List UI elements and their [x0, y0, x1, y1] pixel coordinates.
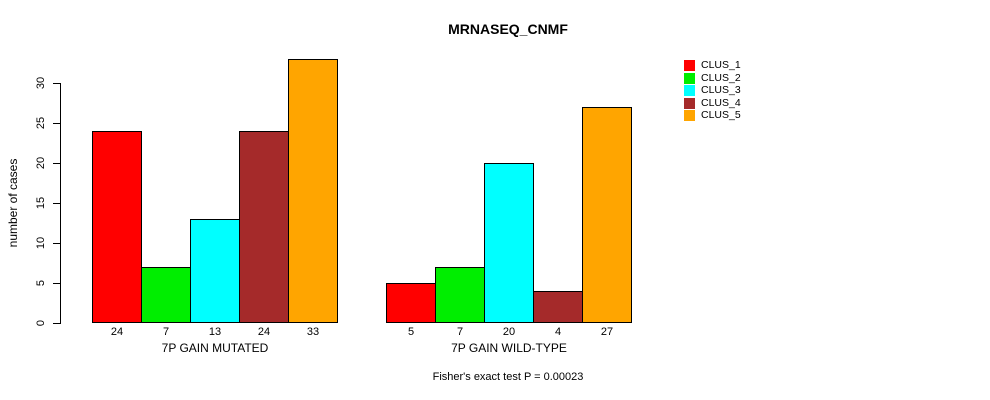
y-tick-label: 20 [35, 156, 47, 170]
bar-value-label: 20 [502, 326, 516, 338]
y-axis-line [60, 83, 61, 324]
y-axis-tick [53, 123, 60, 124]
legend-item-clus_3: CLUS_3 [684, 84, 741, 97]
legend-swatch [684, 110, 695, 122]
bar-clus_3 [484, 163, 534, 323]
bar-clus_3 [190, 219, 240, 323]
y-axis-tick [53, 163, 60, 164]
legend-label: CLUS_4 [701, 96, 741, 109]
legend: CLUS_1 CLUS_2 CLUS_3 CLUS_4 CLUS_5 [684, 60, 741, 122]
y-tick-label: 5 [35, 279, 47, 287]
y-axis-title: number of cases [6, 158, 20, 248]
legend-item-clus_1: CLUS_1 [684, 60, 741, 71]
y-axis-tick [53, 203, 60, 204]
bar-value-label: 13 [208, 326, 222, 338]
bar-clus_5 [582, 107, 632, 323]
bar-clus_4 [533, 291, 583, 323]
legend-swatch [684, 72, 695, 84]
y-axis-tick [53, 323, 60, 324]
legend-label: CLUS_1 [701, 59, 741, 71]
y-tick-label: 0 [35, 319, 47, 327]
legend-item-clus_4: CLUS_4 [684, 96, 741, 109]
legend-swatch [684, 85, 695, 97]
bar-value-label: 7 [456, 326, 464, 338]
bar-clus_5 [288, 59, 338, 323]
legend-item-clus_5: CLUS_5 [684, 109, 741, 122]
legend-label: CLUS_3 [701, 84, 741, 97]
y-axis-tick [53, 243, 60, 244]
legend-item-clus_2: CLUS_2 [684, 71, 741, 84]
legend-label: CLUS_5 [701, 109, 741, 122]
bar-clus_2 [435, 267, 485, 323]
bar-value-label: 5 [407, 326, 415, 338]
y-tick-label: 15 [35, 196, 47, 210]
group-label-wild-type: 7P GAIN WILD-TYPE [451, 341, 567, 355]
legend-swatch [684, 60, 695, 71]
bar-clus_1 [386, 283, 436, 323]
bar-value-label: 27 [600, 326, 614, 338]
y-tick-label: 30 [35, 76, 47, 90]
legend-label: CLUS_2 [701, 71, 741, 84]
y-tick-label: 25 [35, 116, 47, 130]
bar-clus_1 [92, 131, 142, 323]
bar-value-label: 33 [306, 326, 320, 338]
bar-clus_2 [141, 267, 191, 323]
bar-value-label: 7 [162, 326, 170, 338]
y-tick-label: 10 [35, 236, 47, 250]
fisher-test-annotation: Fisher's exact test P = 0.00023 [432, 371, 584, 383]
group-label-mutated: 7P GAIN MUTATED [161, 341, 269, 355]
y-axis-tick [53, 83, 60, 84]
chart-title: MRNASEQ_CNMF [448, 21, 568, 37]
legend-swatch [684, 97, 695, 109]
bar-value-label: 4 [554, 326, 562, 338]
y-axis-tick [53, 283, 60, 284]
bar-clus_4 [239, 131, 289, 323]
bar-value-label: 24 [110, 326, 124, 338]
bar-value-label: 24 [257, 326, 271, 338]
